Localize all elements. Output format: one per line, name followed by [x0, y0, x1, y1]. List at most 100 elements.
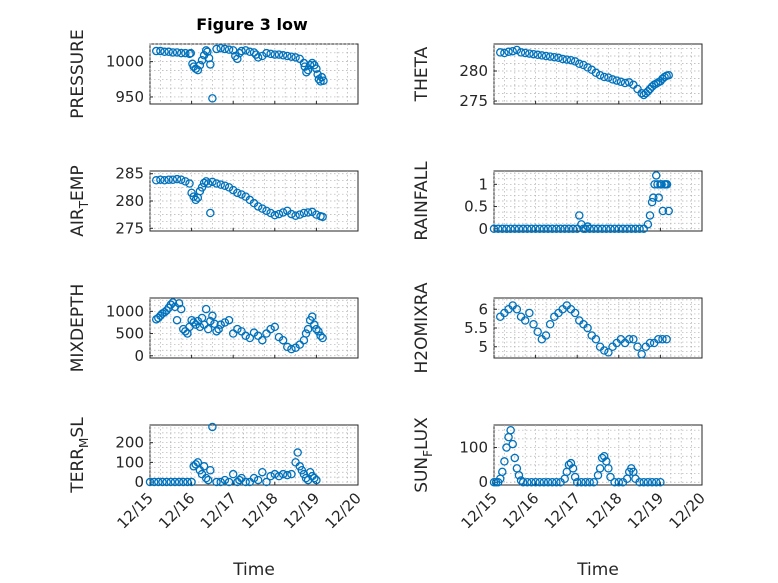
- data-point: [547, 477, 557, 487]
- data-point: [278, 51, 288, 60]
- data-point: [224, 477, 234, 487]
- data-point: [645, 338, 655, 348]
- y-tick-label: 280: [459, 62, 488, 80]
- y-tick-label: 0: [478, 220, 488, 238]
- data-point: [274, 50, 284, 59]
- data-point: [581, 477, 590, 487]
- data-point: [597, 224, 607, 234]
- data-point: [318, 333, 327, 343]
- y-axis-label: H2OMIXRA: [412, 282, 432, 373]
- data-point: [610, 224, 619, 234]
- data-point: [527, 224, 536, 234]
- subplot-theta: 275 280 THETA: [412, 43, 703, 110]
- data-point: [220, 181, 230, 190]
- data-point: [504, 47, 513, 57]
- data-point: [654, 334, 663, 344]
- data-point: [575, 211, 584, 220]
- data-point: [302, 67, 311, 77]
- data-point: [595, 464, 605, 473]
- data-point: [493, 224, 503, 234]
- data-point: [208, 177, 217, 187]
- y-tick-label: 5: [478, 338, 488, 356]
- data-point: [283, 342, 292, 352]
- data-point: [498, 224, 507, 234]
- data-point: [287, 52, 296, 61]
- data-point: [145, 477, 155, 487]
- y-axis-label: TERRMSL: [68, 417, 91, 494]
- data-point: [514, 471, 524, 480]
- y-tick-label: 5.5: [464, 319, 488, 337]
- data-point: [262, 206, 271, 216]
- data-point: [291, 53, 300, 62]
- data-point: [512, 45, 522, 55]
- data-point: [301, 329, 311, 338]
- data-point: [316, 331, 325, 341]
- data-point: [568, 224, 578, 234]
- data-point: [241, 46, 250, 55]
- data-point: [533, 327, 542, 336]
- data-point: [283, 470, 292, 480]
- data-point: [510, 224, 520, 234]
- data-point: [307, 207, 317, 217]
- data-point: [191, 460, 201, 469]
- data-point: [187, 477, 196, 487]
- y-axis-label: THETA: [412, 46, 432, 102]
- y-tick-label: 275: [459, 92, 488, 110]
- data-point: [593, 224, 603, 234]
- data-point: [233, 54, 242, 64]
- data-point: [533, 50, 542, 60]
- subplot-pressure: 950 1000 PRESSURE: [68, 29, 359, 119]
- data-point: [303, 65, 313, 75]
- data-point: [627, 224, 636, 234]
- x-tick-label: 12/18: [582, 489, 625, 532]
- data-point: [552, 477, 561, 487]
- data-point: [249, 473, 259, 483]
- data-point: [283, 51, 292, 61]
- data-point: [312, 475, 321, 485]
- data-point: [589, 477, 599, 487]
- data-point: [224, 45, 234, 54]
- data-point: [520, 316, 530, 325]
- figure-title: Figure 3 low: [196, 15, 308, 34]
- data-point: [181, 177, 190, 186]
- x-tick-label: 12/20: [322, 489, 365, 532]
- data-point: [506, 224, 515, 234]
- data-point: [274, 209, 284, 219]
- y-axis-label: AIRTEMP: [68, 165, 91, 236]
- data-point: [599, 451, 609, 461]
- data-point: [237, 46, 246, 56]
- data-point: [168, 48, 178, 57]
- data-point: [310, 473, 319, 483]
- x-tick-label: 12/16: [155, 489, 198, 532]
- data-point: [606, 472, 615, 482]
- data-point: [266, 471, 275, 481]
- data-point: [295, 210, 305, 219]
- data-point: [174, 477, 184, 487]
- subplot-rainfall: 0 0.5 1 RAINFALL: [412, 161, 703, 241]
- data-point: [287, 469, 296, 479]
- subplot-h2omixra: 55.56 H2OMIXRA: [412, 282, 703, 374]
- data-point: [629, 334, 638, 344]
- y-tick-label: 280: [115, 192, 144, 210]
- data-point: [203, 179, 213, 188]
- data-point: [523, 477, 532, 487]
- data-point: [649, 193, 658, 202]
- data-point: [624, 334, 634, 344]
- data-point: [572, 477, 582, 487]
- data-point: [206, 60, 215, 69]
- y-tick-label: 1: [478, 175, 488, 193]
- y-axis-label: RAINFALL: [412, 161, 432, 241]
- data-point: [589, 224, 599, 234]
- data-point: [293, 448, 302, 457]
- data-point: [228, 185, 238, 195]
- data-point: [319, 76, 328, 85]
- data-point: [575, 59, 584, 69]
- data-point: [585, 224, 594, 234]
- data-point: [278, 208, 288, 217]
- x-tick-label: 12/20: [666, 489, 709, 532]
- data-point: [172, 315, 182, 325]
- y-tick-label: 0: [134, 473, 144, 491]
- data-point: [193, 458, 203, 467]
- data-point: [643, 477, 653, 487]
- data-point: [312, 64, 321, 73]
